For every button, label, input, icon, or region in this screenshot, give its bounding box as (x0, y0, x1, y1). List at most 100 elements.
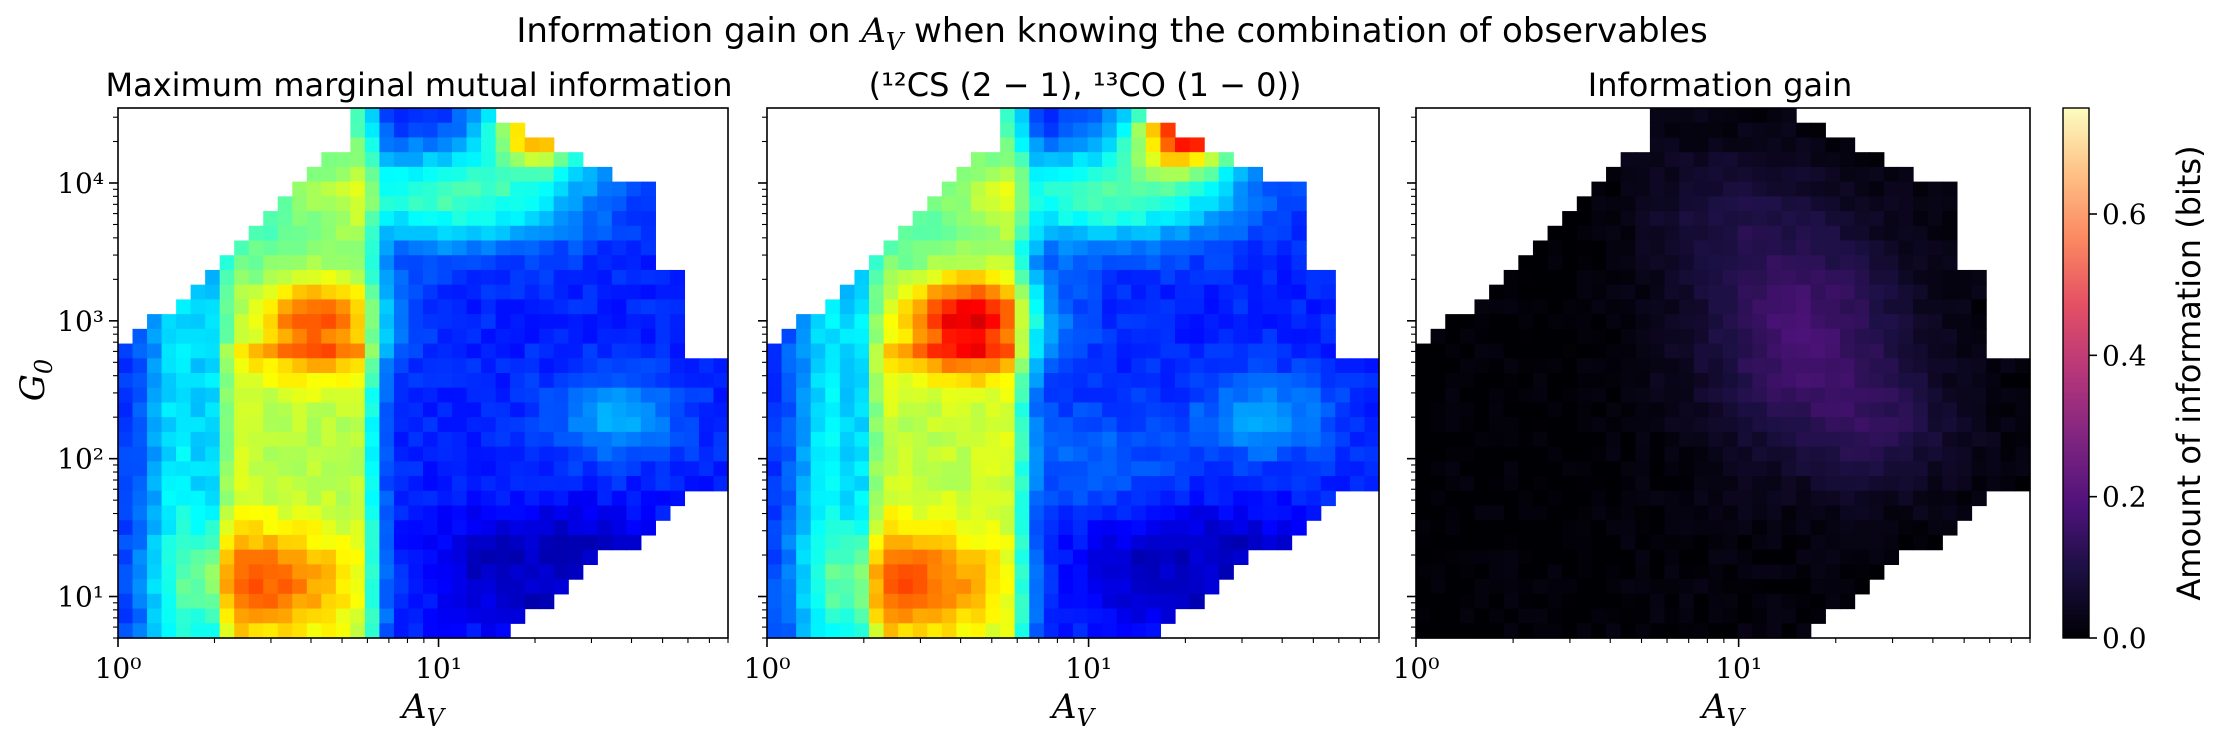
heatmap-cell (839, 490, 856, 507)
heatmap-cell (1131, 534, 1147, 551)
heatmap-cell (810, 490, 826, 507)
heatmap-cell (1474, 373, 1490, 389)
heatmap-cell (481, 328, 497, 345)
heatmap-cell (1869, 181, 1885, 197)
heatmap-cell (1839, 328, 1856, 345)
heatmap-cell (423, 122, 439, 139)
heatmap-cell (176, 343, 192, 359)
heatmap-cell (452, 284, 468, 300)
heatmap-cell (495, 431, 511, 448)
heatmap-cell (437, 402, 453, 418)
heatmap-cell (1591, 564, 1607, 580)
heatmap-cell (1620, 269, 1636, 286)
heatmap-cell (611, 402, 627, 418)
heatmap-cell (495, 608, 511, 624)
heatmap-cell (393, 314, 410, 330)
heatmap-cell (248, 269, 264, 286)
heatmap-cell (1160, 520, 1176, 536)
heatmap-cell (553, 534, 569, 551)
heatmap-cell (335, 211, 351, 227)
heatmap-cell (1175, 152, 1191, 168)
heatmap-cell (1766, 269, 1783, 286)
heatmap-cell (423, 211, 439, 227)
heatmap-cell (306, 534, 322, 551)
heatmap-cell (132, 328, 148, 345)
heatmap-cell (655, 417, 671, 433)
heatmap-cell (277, 211, 293, 227)
heatmap-cell (1175, 373, 1191, 389)
heatmap-cell (1474, 402, 1490, 418)
heatmap-cell (1532, 402, 1549, 418)
heatmap-cell (1000, 534, 1016, 551)
heatmap-cell (1854, 476, 1870, 492)
heatmap-cell (941, 549, 958, 565)
heatmap-cell (912, 534, 928, 551)
heatmap-cell (1445, 417, 1461, 433)
heatmap-cell (1796, 476, 1812, 492)
heatmap-cell (524, 284, 540, 300)
heatmap-cell (1576, 476, 1593, 492)
heatmap-cell (1459, 387, 1476, 404)
heatmap-cell (1913, 417, 1929, 433)
heatmap-cell (1796, 623, 1812, 639)
heatmap-cell (1262, 240, 1278, 256)
heatmap-cell (767, 534, 783, 551)
heatmap-cell (321, 299, 337, 315)
heatmap-cell (1175, 358, 1191, 374)
heatmap-cell (423, 490, 439, 507)
heatmap-cell (1898, 284, 1914, 300)
heatmap-cell (539, 490, 555, 507)
heatmap-cell (234, 387, 250, 404)
heatmap-cell (1839, 505, 1856, 521)
heatmap-cell (1459, 373, 1476, 389)
heatmap-cell (941, 240, 958, 256)
heatmap-cell (452, 387, 468, 404)
heatmap-cell (1518, 328, 1534, 345)
heatmap-cell (263, 314, 279, 330)
heatmap-cell (321, 211, 337, 227)
heatmap-cell (810, 520, 826, 536)
heatmap-cell (176, 431, 192, 448)
heatmap-cell (1635, 328, 1651, 345)
heatmap-cell (1664, 152, 1680, 168)
heatmap-cell (1306, 299, 1322, 315)
heatmap-cell (524, 593, 540, 610)
heatmap-cell (1043, 520, 1060, 536)
heatmap-cell (839, 446, 856, 462)
heatmap-cell (1810, 122, 1826, 139)
heatmap-cell (1825, 593, 1841, 610)
heatmap-cell (1000, 284, 1016, 300)
heatmap-cell (1664, 431, 1680, 448)
heatmap-cell (219, 417, 235, 433)
heatmap-cell (495, 152, 511, 168)
heatmap-cell (1927, 417, 1943, 433)
heatmap-cell (364, 387, 381, 404)
heatmap-cell (1204, 196, 1220, 212)
heatmap-cell (1766, 534, 1783, 551)
heatmap-cell (655, 284, 671, 300)
heatmap-cell (539, 269, 555, 286)
heatmap-cell (1562, 284, 1578, 300)
heatmap-cell (1781, 299, 1797, 315)
heatmap-cell (912, 564, 928, 580)
heatmap-cell (1971, 373, 1987, 389)
heatmap-cell (234, 358, 250, 374)
heatmap-cell (161, 373, 177, 389)
heatmap-cell (1796, 328, 1812, 345)
heatmap-cell (956, 534, 972, 551)
heatmap-cell (1752, 314, 1768, 330)
heatmap-cell (510, 402, 526, 418)
heatmap-cell (1291, 269, 1307, 286)
heatmap-cell (1503, 269, 1519, 286)
heatmap-cell (132, 446, 148, 462)
heatmap-cell (971, 373, 987, 389)
heatmap-cell (292, 387, 308, 404)
heatmap-cell (1335, 387, 1351, 404)
heatmap-cell (1218, 417, 1234, 433)
heatmap-cell (1518, 534, 1534, 551)
heatmap-cell (1942, 431, 1958, 448)
heatmap-cell (956, 328, 972, 345)
heatmap-cell (1664, 314, 1680, 330)
heatmap-cell (190, 623, 206, 639)
heatmap-cell (956, 225, 972, 242)
